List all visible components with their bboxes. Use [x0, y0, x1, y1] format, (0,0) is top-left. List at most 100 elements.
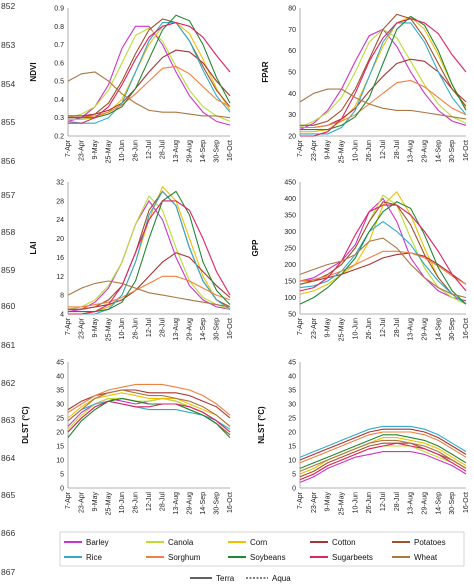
x-tick-label: 16-Oct [463, 318, 470, 339]
y-tick-label: 5 [292, 472, 296, 479]
y-axis-label: NLST (°C) [257, 406, 266, 444]
y-axis-label: FPAR [261, 61, 270, 82]
x-tick-label: 12-Jul [146, 492, 153, 512]
x-tick-label: 14-Sep [435, 318, 442, 341]
y-tick-label: 40 [288, 91, 296, 98]
x-tick-label: 14-Sep [435, 492, 442, 515]
x-tick-label: 12-Jul [380, 492, 387, 512]
series-line-potatoes [299, 201, 467, 305]
x-tick-label: 7-Apr [65, 317, 72, 335]
x-tick-label: 9-May [92, 492, 99, 512]
x-tick-label: 9-May [325, 140, 332, 160]
x-tick-label: 10-Jun [352, 140, 359, 162]
series-line-sorghum [68, 65, 231, 119]
y-tick-label: 0.5 [54, 79, 64, 86]
series-line-corn [299, 191, 467, 305]
x-tick-label: 7-Apr [297, 139, 304, 157]
x-tick-label: 25-May [106, 492, 113, 516]
series-line-sorghum [67, 383, 231, 416]
y-tick-label: 0.2 [54, 134, 64, 141]
series-line-sugarbeets [299, 204, 467, 292]
y-tick-label: 0.9 [54, 6, 64, 13]
y-tick-label: 50 [288, 70, 296, 77]
x-tick-label: 7-Apr [297, 491, 304, 509]
series-line-soybeans [67, 397, 231, 438]
line-number: 853 [1, 40, 15, 50]
y-tick-label: 20 [288, 430, 296, 437]
line-number: 867 [1, 567, 15, 577]
y-axis-label: GPP [251, 239, 260, 257]
line-number: 865 [1, 490, 15, 500]
legend-label: Sugarbeets [332, 553, 373, 562]
legend-box [59, 531, 465, 567]
x-tick-label: 7-Apr [65, 139, 72, 157]
x-tick-label: 26-Jun [133, 140, 140, 162]
y-axis-label: NDVI [29, 62, 38, 81]
x-tick-label: 30-Sep [214, 140, 221, 163]
series-line-sorghum [68, 275, 231, 308]
x-tick-label: 28-Jul [160, 318, 167, 338]
chart-nlst: 0 5 10 15 20 25 30 35 40 45 7-Apr 23-Apr 9-May 25-May… [257, 360, 470, 516]
legend-label: Wheat [414, 553, 438, 562]
y-tick-label: 0 [292, 486, 296, 493]
x-tick-label: 29-Aug [422, 140, 429, 163]
x-tick-label: 14-Sep [435, 140, 442, 163]
y-tick-label: 0.6 [54, 60, 64, 67]
x-tick-label: 23-Apr [79, 317, 86, 339]
y-tick-label: 30 [288, 112, 296, 119]
y-tick-label: 0 [60, 486, 64, 493]
line-numbers: 852 853 854 855 856 857 858 859 860 861 862 863 864 8… [1, 1, 15, 577]
y-tick-label: 60 [288, 48, 296, 55]
x-tick-label: 10-Jun [352, 318, 359, 340]
series-line-rice [67, 400, 231, 430]
series-line-wheat [299, 88, 467, 120]
x-tick-label: 23-Apr [311, 317, 318, 339]
line-number: 859 [1, 265, 15, 275]
series-line-wheat [67, 389, 231, 427]
x-tick-label: 13-Aug [408, 492, 415, 515]
x-tick-label: 13-Aug [408, 318, 415, 341]
line-number: 852 [1, 1, 15, 11]
y-tick-label: 20 [288, 134, 296, 141]
y-tick-label: 40 [288, 374, 296, 381]
legend-label: Rice [86, 553, 103, 562]
x-tick-label: 30-Sep [449, 140, 456, 163]
y-tick-label: 45 [56, 360, 64, 367]
y-tick-label: 20 [56, 430, 64, 437]
x-tick-label: 25-May [339, 492, 346, 516]
series-line-sugarbeets [300, 18, 467, 137]
x-tick-label: 16-Oct [227, 492, 234, 513]
series-line-sugarbeets [68, 22, 231, 124]
x-tick-label: 10-Jun [119, 140, 126, 162]
x-tick-label: 13-Aug [173, 140, 180, 163]
series-line-sorghum [299, 431, 467, 464]
y-tick-label: 15 [56, 444, 64, 451]
legend-label: Corn [250, 538, 267, 547]
series-line-canola [67, 27, 231, 122]
y-tick-label: 80 [288, 6, 296, 13]
y-tick-label: 5 [60, 472, 64, 479]
x-tick-label: 16-Oct [227, 140, 234, 161]
y-tick-label: 30 [56, 402, 64, 409]
line-number: 855 [1, 117, 15, 127]
legend-aqua-label: Aqua [272, 574, 291, 583]
y-tick-label: 10 [56, 458, 64, 465]
x-tick-label: 29-Aug [187, 492, 194, 515]
x-tick-label: 16-Oct [463, 140, 470, 161]
x-tick-label: 25-May [106, 140, 113, 164]
x-tick-label: 7-Apr [297, 317, 304, 335]
chart-ndvi: 0.2 0.3 0.4 0.5 0.6 0.7 0.8 0.9 7-Apr 23-Apr 9-May… [29, 6, 234, 164]
y-tick-label: 350 [284, 213, 296, 220]
y-tick-label: 250 [284, 246, 296, 253]
x-tick-label: 30-Sep [214, 492, 221, 515]
y-tick-label: 35 [288, 388, 296, 395]
y-tick-label: 50 [288, 312, 296, 319]
x-tick-label: 30-Sep [449, 492, 456, 515]
x-tick-label: 26-Jun [366, 492, 373, 514]
x-tick-label: 28-Jul [394, 492, 401, 512]
y-tick-label: 70 [288, 27, 296, 34]
y-tick-label: 10 [288, 458, 296, 465]
chart-gpp: 50 100 150 200 250 300 350 400 450 7-Apr 23-Apr 9-M… [251, 180, 470, 342]
x-tick-label: 9-May [325, 492, 332, 512]
x-tick-label: 12-Jul [146, 140, 153, 160]
